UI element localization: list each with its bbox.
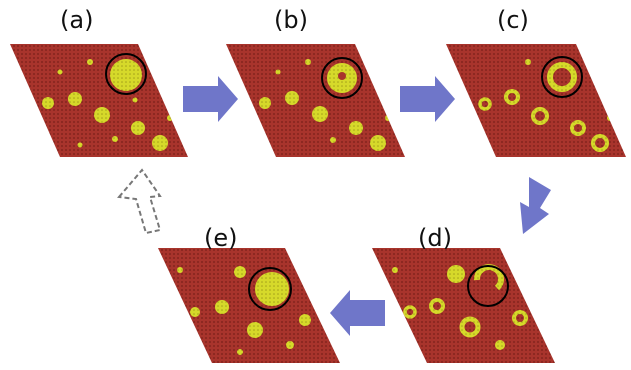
panel-label-b: (b) — [274, 6, 308, 34]
arrow-d-to-e-icon — [330, 290, 385, 336]
arrow-a-to-b-icon — [183, 76, 238, 122]
domains-panel-a — [42, 59, 173, 151]
panel-label-d: (d) — [418, 224, 452, 252]
panel-a — [10, 44, 188, 157]
arrow-c-to-d-icon — [520, 177, 551, 234]
domains-panel-e — [177, 266, 311, 355]
panel-label-a: (a) — [60, 6, 94, 34]
panel-b — [226, 44, 405, 157]
nucleus-b — [338, 72, 346, 80]
highlight-circle-c — [541, 56, 583, 98]
highlight-circle-d — [467, 265, 509, 307]
panel-e — [158, 248, 340, 363]
panel-c — [446, 44, 626, 157]
highlight-circle-a — [105, 53, 147, 95]
substrate-panel-e — [158, 248, 340, 363]
panel-label-e: (e) — [204, 224, 238, 252]
return-arrow-e-to-a-icon — [117, 168, 162, 235]
panel-d — [372, 248, 555, 363]
domains-panel-c — [478, 59, 613, 152]
substrate-panel-c — [446, 44, 626, 157]
highlight-circle-e — [248, 267, 292, 311]
highlight-circle-b — [321, 57, 363, 99]
panel-label-c: (c) — [497, 6, 529, 34]
arrow-b-to-c-icon — [400, 76, 455, 122]
substrate-panel-d — [372, 248, 555, 363]
domains-panel-d — [392, 264, 528, 350]
